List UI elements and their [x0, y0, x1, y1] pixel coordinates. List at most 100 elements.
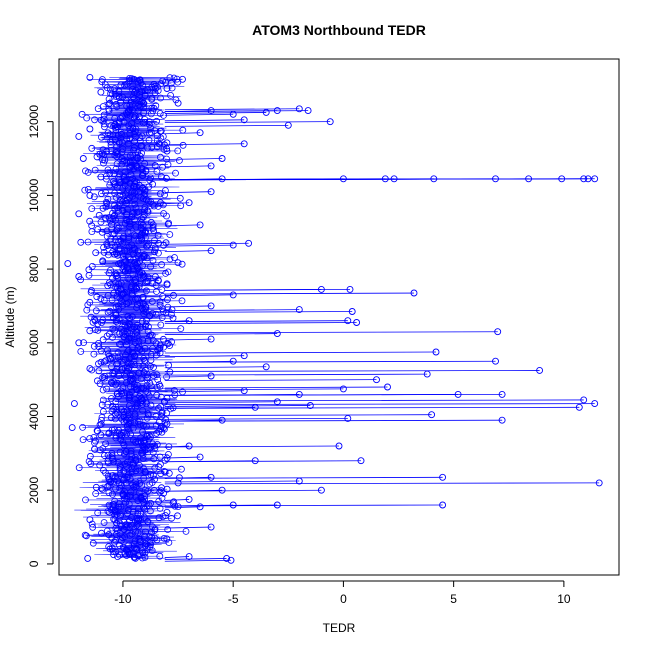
core-point	[116, 542, 123, 549]
core-point	[87, 313, 95, 321]
data-point	[295, 306, 303, 314]
data-point	[68, 424, 76, 432]
core-point	[163, 155, 171, 163]
core-point	[119, 113, 126, 120]
data-point	[185, 199, 193, 207]
core-point	[151, 444, 159, 452]
core-point	[115, 426, 123, 434]
core-point	[94, 225, 102, 233]
core-point	[88, 222, 96, 230]
core-point	[172, 96, 180, 104]
core-point	[118, 148, 126, 156]
data-point	[141, 549, 149, 557]
core-point	[139, 336, 147, 344]
core-point	[136, 392, 144, 400]
core-point	[157, 470, 165, 478]
core-point	[122, 215, 130, 223]
core-point	[151, 475, 159, 483]
core-point	[153, 391, 161, 399]
spike-line	[164, 333, 278, 335]
core-point	[147, 263, 155, 271]
core-point	[132, 204, 140, 212]
core-point	[116, 466, 124, 474]
core-point	[95, 339, 102, 347]
data-point	[410, 289, 418, 297]
core-point	[177, 465, 185, 473]
core-point	[104, 129, 112, 137]
core-point	[112, 270, 120, 278]
core-point	[145, 432, 153, 439]
core-point	[109, 209, 116, 217]
plot-frame	[58, 58, 620, 576]
core-point	[94, 509, 102, 517]
core-point	[114, 553, 121, 560]
core-point	[151, 127, 159, 134]
core-point	[102, 188, 109, 196]
core-point	[160, 467, 168, 475]
core-point	[162, 512, 169, 519]
spike-line	[164, 360, 496, 363]
core-point	[157, 94, 164, 102]
core-point	[99, 150, 106, 157]
core-point	[149, 471, 157, 479]
core-point	[138, 132, 146, 140]
core-point	[109, 325, 117, 333]
core-point	[115, 207, 122, 215]
core-point	[135, 369, 143, 377]
data-point	[273, 398, 281, 406]
core-point	[141, 542, 149, 550]
core-point	[143, 370, 151, 378]
core-point	[120, 172, 128, 180]
spike-line	[164, 504, 443, 507]
core-point	[174, 147, 182, 155]
data-point	[86, 516, 94, 524]
core-point	[124, 473, 132, 481]
core-point	[91, 315, 98, 323]
core-point	[103, 332, 111, 340]
spike-line	[164, 202, 190, 205]
core-point	[119, 145, 127, 153]
core-point	[129, 175, 137, 183]
core-point	[130, 540, 138, 548]
core-point	[162, 174, 170, 182]
core-point	[178, 297, 186, 305]
core-point	[151, 162, 159, 170]
core-point	[152, 102, 160, 110]
core-point	[147, 218, 155, 226]
data-point	[119, 490, 127, 498]
core-point	[148, 533, 156, 541]
data-point	[536, 366, 544, 374]
spike-line	[164, 322, 357, 324]
y-tick-label: 4000	[27, 403, 41, 430]
core-point	[155, 345, 163, 353]
core-point	[75, 464, 83, 472]
core-point	[126, 393, 134, 401]
core-point	[151, 273, 159, 281]
core-point	[158, 261, 166, 268]
core-point	[92, 437, 99, 445]
core-point	[113, 103, 121, 111]
spike-line	[164, 158, 223, 160]
core-point	[125, 234, 133, 241]
core-point	[166, 255, 174, 263]
core-point	[158, 484, 165, 492]
core-point	[134, 529, 142, 537]
data-point	[295, 105, 303, 113]
core-point	[108, 545, 116, 552]
core-point	[155, 404, 163, 412]
core-point	[126, 77, 134, 84]
core-point	[139, 229, 147, 237]
core-point	[104, 451, 112, 459]
core-point	[97, 420, 105, 428]
chart-title: ATOM3 Northbound TEDR	[252, 22, 426, 38]
data-point	[86, 73, 94, 81]
core-point	[149, 449, 157, 457]
core-point	[121, 318, 129, 326]
core-point	[161, 187, 169, 194]
data-point	[218, 175, 226, 183]
core-point	[157, 199, 164, 207]
core-point	[128, 282, 136, 290]
data-point	[75, 339, 83, 347]
core-point	[106, 279, 113, 287]
core-point	[97, 218, 105, 226]
